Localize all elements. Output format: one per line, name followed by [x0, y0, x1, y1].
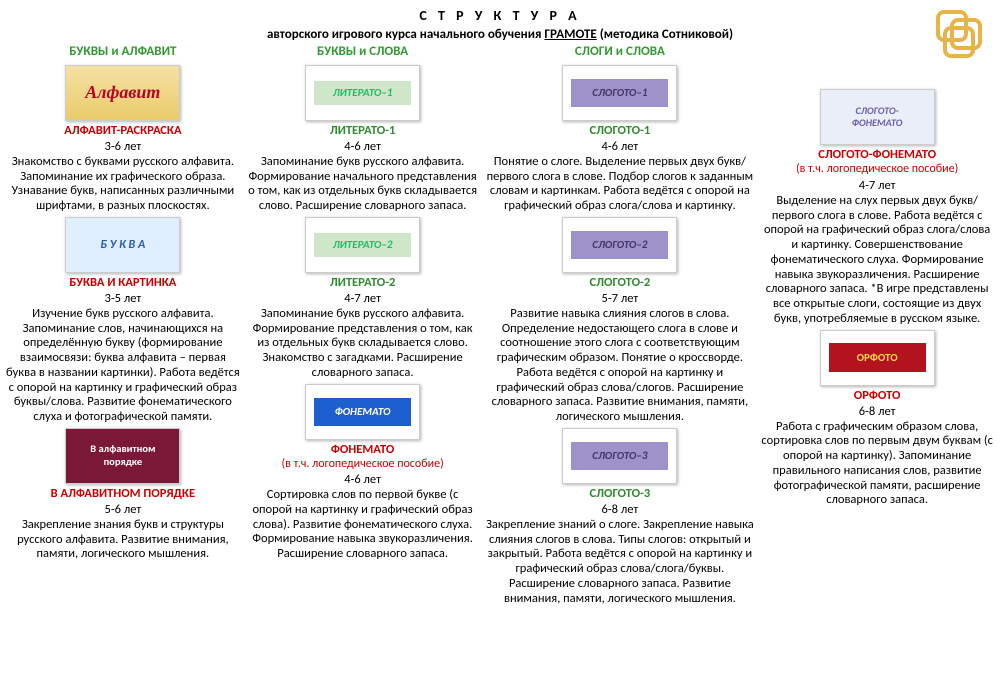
column-header: СЛОГИ и СЛОВА — [575, 44, 665, 60]
card-note: (в т.ч. логопедическое пособие) — [246, 457, 480, 471]
card-age: 4-6 лет — [246, 472, 480, 487]
card-desc: Закрепление знания букв и структуры русс… — [6, 518, 240, 562]
card-age: 3-5 лет — [6, 291, 240, 306]
card-orfoto: ОРФОТО ОРФОТО 6-8 лет Работа с графическ… — [760, 330, 994, 509]
thumb-label: СЛОГОТО–3 — [571, 442, 668, 470]
thumb-label: ЛИТЕРАТО–2 — [333, 238, 393, 251]
card-age: 6-8 лет — [760, 404, 994, 419]
thumb-label: СЛОГОТО–2 — [571, 231, 668, 259]
card-fonemato: ФОНЕМАТО ФОНЕМАТО (в т.ч. логопедическое… — [246, 384, 480, 562]
card-title: СЛОГОТО-3 — [485, 486, 754, 501]
thumb-slogoto1: СЛОГОТО–1 — [562, 65, 677, 121]
column-bukvy-slova: БУКВЫ и СЛОВА ЛИТЕРАТО–1 ЛИТЕРАТО-1 4-6 … — [246, 44, 480, 606]
thumb-label: Алфавит — [74, 74, 171, 113]
card-literato1: ЛИТЕРАТО–1 ЛИТЕРАТО-1 4-6 лет Запоминани… — [246, 65, 480, 214]
card-age: 4-6 лет — [485, 139, 754, 154]
subtitle-prefix: авторского игрового курса начального обу… — [267, 27, 544, 42]
card-title: ЛИТЕРАТО-2 — [246, 275, 480, 290]
thumb-vap: В алфавитном порядке — [65, 428, 180, 484]
thumb-slogoto-fonemato: СЛОГОТО- ФОНЕМАТО — [820, 89, 935, 145]
thumb-slogoto3: СЛОГОТО–3 — [562, 428, 677, 484]
thumb-literato1: ЛИТЕРАТО–1 — [305, 65, 420, 121]
card-desc: Выделение на слух первых двух букв/перво… — [760, 194, 994, 327]
card-desc: Сортировка слов по первой букве (с опоро… — [246, 488, 480, 562]
subtitle-underlined: ГРАМОТЕ — [544, 27, 596, 42]
thumb-slogoto2: СЛОГОТО–2 — [562, 217, 677, 273]
card-slogoto1: СЛОГОТО–1 СЛОГОТО-1 4-6 лет Понятие о сл… — [485, 65, 754, 214]
card-title: ЛИТЕРАТО-1 — [246, 123, 480, 138]
page-title: С Т Р У К Т У Р А — [0, 8, 1000, 25]
card-desc: Понятие о слоге. Выделение первых двух б… — [485, 155, 754, 214]
thumb-label: ЛИТЕРАТО–1 — [333, 86, 393, 99]
card-desc: Закрепление знаний о слоге. Закрепление … — [485, 518, 754, 607]
thumb-label: ФОНЕМАТО — [314, 398, 411, 426]
card-desc: Изучение букв русского алфавита. Запомин… — [6, 307, 240, 425]
card-title: ФОНЕМАТО — [246, 442, 480, 457]
thumb-label: СЛОГОТО–1 — [571, 79, 668, 107]
card-title: БУКВА И КАРТИНКА — [6, 275, 240, 290]
card-slogoto2: СЛОГОТО–2 СЛОГОТО-2 5-7 лет Развитие нав… — [485, 217, 754, 425]
card-title: В АЛФАВИТНОМ ПОРЯДКЕ — [6, 486, 240, 501]
card-age: 3-6 лет — [6, 139, 240, 154]
card-age: 4-7 лет — [246, 291, 480, 306]
card-age: 4-7 лет — [760, 178, 994, 193]
card-vap: В алфавитном порядке В АЛФАВИТНОМ ПОРЯДК… — [6, 428, 240, 562]
page-subtitle: авторского игрового курса начального обу… — [0, 27, 1000, 43]
column-header: БУКВЫ и АЛФАВИТ — [69, 44, 176, 60]
card-literato2: ЛИТЕРАТО–2 ЛИТЕРАТО-2 4-7 лет Запоминани… — [246, 217, 480, 381]
thumb-label-line2: ФОНЕМАТО — [852, 117, 903, 129]
column-bukvy-alfavit: БУКВЫ и АЛФАВИТ Алфавит АЛФАВИТ-РАСКРАСК… — [6, 44, 240, 606]
card-title: СЛОГОТО-1 — [485, 123, 754, 138]
card-slogoto3: СЛОГОТО–3 СЛОГОТО-3 6-8 лет Закрепление … — [485, 428, 754, 607]
card-title: АЛФАВИТ-РАСКРАСКА — [6, 123, 240, 138]
thumb-literato2: ЛИТЕРАТО–2 — [305, 217, 420, 273]
thumb-fonemato: ФОНЕМАТО — [305, 384, 420, 440]
card-desc: Знакомство с буквами русского алфавита. … — [6, 155, 240, 214]
column-header: БУКВЫ и СЛОВА — [317, 44, 408, 60]
thumb-label: Б У К В А — [74, 226, 171, 265]
card-title: ОРФОТО — [760, 388, 994, 403]
column-extra: СЛОГОТО- ФОНЕМАТО СЛОГОТО-ФОНЕМАТО (в т.… — [760, 44, 994, 606]
card-alfavit: Алфавит АЛФАВИТ-РАСКРАСКА 3-6 лет Знаком… — [6, 65, 240, 214]
card-desc: Развитие навыка слияния слогов в слова. … — [485, 307, 754, 425]
card-slogoto-fonemato: СЛОГОТО- ФОНЕМАТО СЛОГОТО-ФОНЕМАТО (в т.… — [760, 89, 994, 326]
card-note: (в т.ч. логопедическое пособие) — [760, 162, 994, 176]
subtitle-suffix: (методика Сотниковой) — [597, 27, 733, 42]
card-bukva: Б У К В А БУКВА И КАРТИНКА 3-5 лет Изуче… — [6, 217, 240, 425]
thumb-alfavit: Алфавит — [65, 65, 180, 121]
card-age: 5-6 лет — [6, 502, 240, 517]
page-header: С Т Р У К Т У Р А авторского игрового ку… — [0, 0, 1000, 42]
logo-icon — [930, 6, 990, 61]
thumb-label: ОРФОТО — [829, 343, 926, 371]
card-age: 4-6 лет — [246, 139, 480, 154]
thumb-orfoto: ОРФОТО — [820, 330, 935, 386]
card-desc: Работа с графическим образом слова, сорт… — [760, 420, 994, 509]
thumb-bukva: Б У К В А — [65, 217, 180, 273]
columns-container: БУКВЫ и АЛФАВИТ Алфавит АЛФАВИТ-РАСКРАСК… — [0, 42, 1000, 606]
card-title: СЛОГОТО-ФОНЕМАТО — [760, 147, 994, 162]
column-slogi-slova: СЛОГИ и СЛОВА СЛОГОТО–1 СЛОГОТО-1 4-6 ле… — [485, 44, 754, 606]
card-desc: Запоминание букв русского алфавита. Форм… — [246, 155, 480, 214]
card-age: 6-8 лет — [485, 502, 754, 517]
card-desc: Запоминание букв русского алфавита. Форм… — [246, 307, 480, 381]
card-age: 5-7 лет — [485, 291, 754, 306]
card-title: СЛОГОТО-2 — [485, 275, 754, 290]
thumb-label: В алфавитном порядке — [74, 437, 171, 476]
